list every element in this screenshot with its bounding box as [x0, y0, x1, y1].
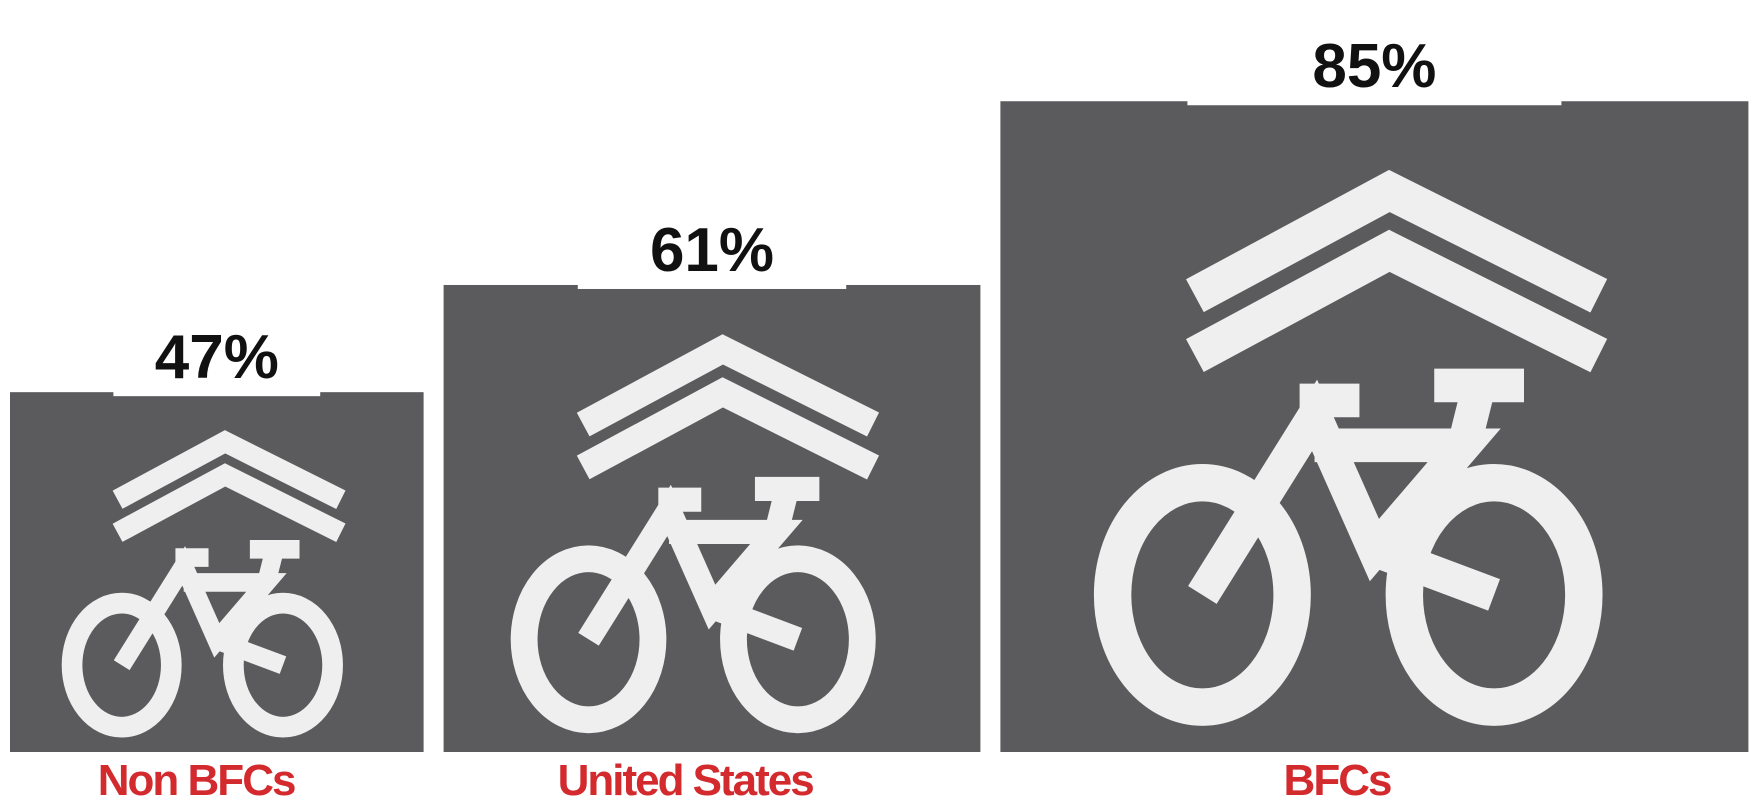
page: 47%Non BFCs61%United States85%BFCs (() =… [0, 0, 1758, 809]
category-label: Non BFCs [98, 756, 295, 805]
value-label: 85% [1312, 32, 1436, 101]
category-label: United States [558, 756, 814, 805]
value-label: 61% [650, 216, 774, 285]
chart: 47% Non BFCs 61% United States 85% BFCs [0, 0, 1758, 809]
value-label: 47% [155, 323, 279, 392]
category-label: BFCs [1284, 756, 1391, 805]
